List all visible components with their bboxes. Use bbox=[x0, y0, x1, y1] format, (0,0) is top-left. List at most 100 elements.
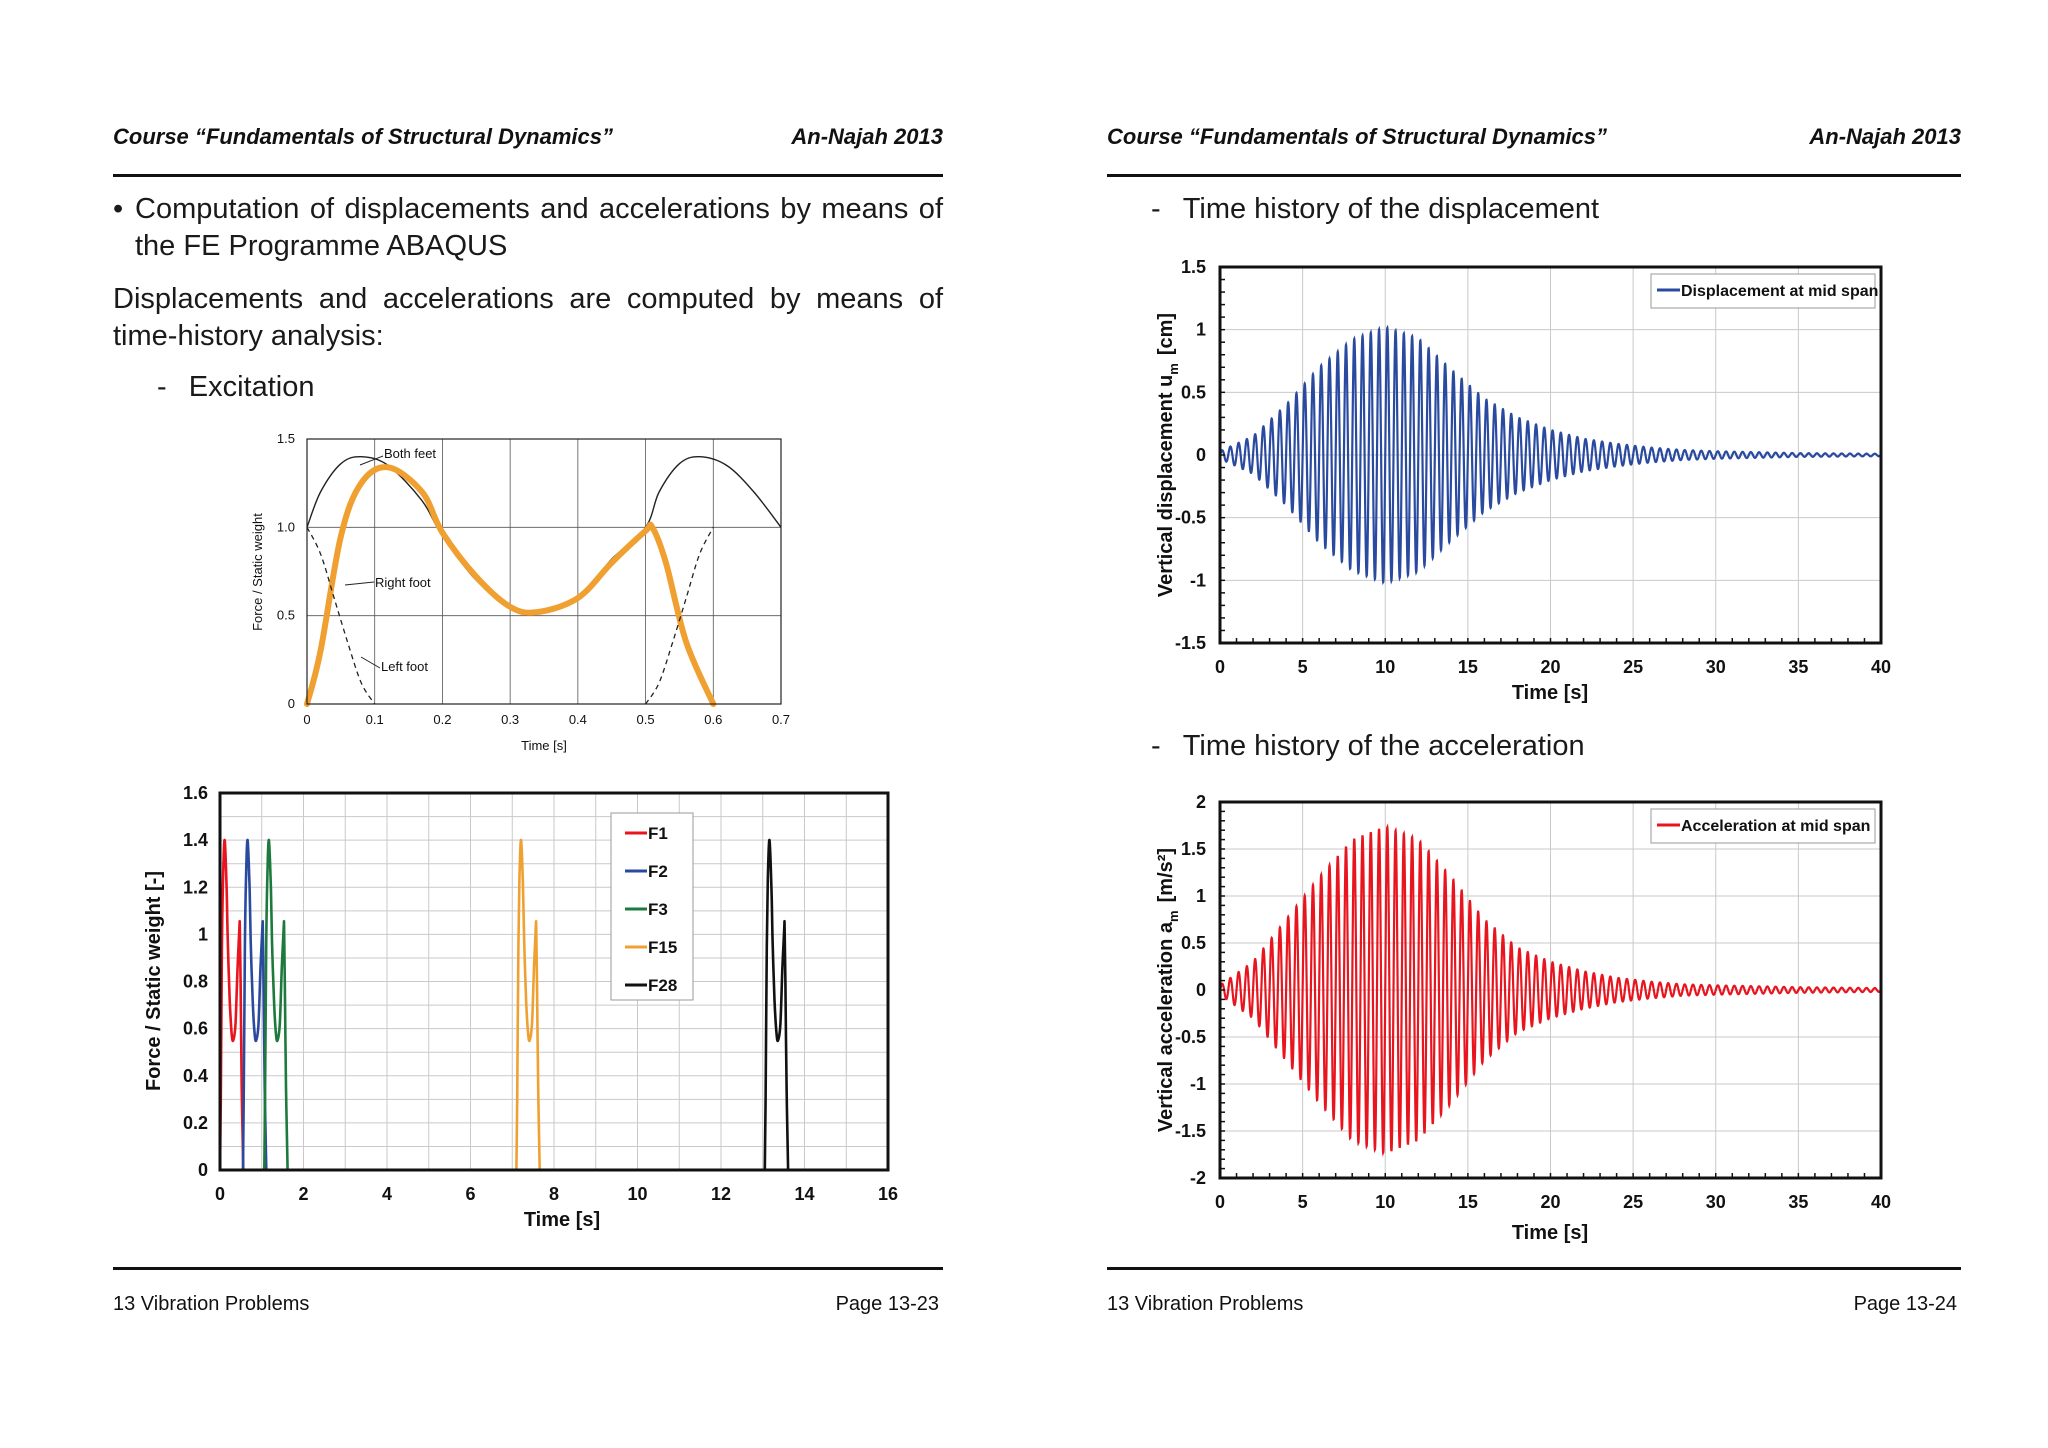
y-tick-label: 1.0 bbox=[277, 519, 295, 534]
dash-marker: - bbox=[157, 371, 167, 403]
legend-label-f1: F1 bbox=[648, 824, 668, 843]
footer-chapter: 13 Vibration Problems bbox=[1107, 1293, 1304, 1315]
y-tick-label: 2 bbox=[1196, 792, 1206, 812]
series-line-f15 bbox=[515, 838, 541, 1171]
x-axis-title: Time [s] bbox=[524, 1209, 600, 1231]
y-axis-title: Force / Static weight [-] bbox=[143, 871, 165, 1091]
y-tick-labels: -2 -1.5 -1 -0.5 0 0.5 1 1.5 2 bbox=[1175, 792, 1206, 1188]
x-axis-title: Time [s] bbox=[521, 738, 567, 753]
excitation-chart: 0 0.1 0.2 0.3 0.4 0.5 0.6 0.7 0 0.5 1.0 1.5 Time [… bbox=[250, 431, 790, 753]
x-tick-label: 15 bbox=[1458, 657, 1478, 677]
displacement-label: Time history of the displacement bbox=[1182, 193, 1600, 225]
x-tick-label: 0.2 bbox=[433, 712, 451, 727]
y-tick-label: 1.5 bbox=[1181, 839, 1206, 859]
annotation-right-foot-label: Right foot bbox=[375, 575, 431, 590]
annotation-both-feet: Both feet bbox=[359, 446, 436, 466]
x-tick-label: 0 bbox=[215, 1184, 225, 1204]
plot-frame bbox=[218, 791, 890, 1172]
displacement-chart: 0 5 10 15 20 25 30 35 40 -1.5 -1 -0.5 0 0.5 1 1.5 Time… bbox=[1155, 257, 1891, 704]
bullet-line-2: the FE Programme ABAQUS bbox=[135, 230, 508, 262]
y-tick-label: 0 bbox=[288, 696, 295, 711]
series-lines bbox=[218, 838, 790, 1171]
y-tick-label: 0.4 bbox=[183, 1066, 208, 1086]
x-tick-label: 0.5 bbox=[637, 712, 655, 727]
y-tick-label: 1 bbox=[198, 924, 208, 944]
grid-lines bbox=[306, 438, 782, 705]
acceleration-label: Time history of the acceleration bbox=[1182, 730, 1585, 762]
minor-ticks bbox=[1219, 801, 1882, 1179]
series-line-left-foot bbox=[306, 527, 376, 705]
x-tick-labels: 0 5 10 15 20 25 30 35 40 bbox=[1215, 657, 1891, 677]
y-tick-label: 0 bbox=[198, 1160, 208, 1180]
x-tick-label: 20 bbox=[1540, 657, 1560, 677]
y-tick-label: -1 bbox=[1190, 1074, 1206, 1094]
y-tick-label: 0 bbox=[1196, 445, 1206, 465]
legend: Displacement at mid span bbox=[1650, 273, 1878, 309]
excitation-label: Excitation bbox=[188, 371, 315, 403]
x-tick-label: 35 bbox=[1788, 1192, 1808, 1212]
x-tick-label: 25 bbox=[1623, 1192, 1643, 1212]
steps-chart: 0 2 4 6 8 10 12 14 16 0 0.2 0.4 0.6 0.8 1 1.2 1.4 1.6 Ti… bbox=[143, 783, 898, 1231]
x-tick-label: 0.7 bbox=[772, 712, 790, 727]
y-tick-label: -0.5 bbox=[1175, 508, 1206, 528]
y-axis-title: Force / Static weight bbox=[250, 513, 265, 631]
header-rule bbox=[113, 174, 943, 177]
y-tick-label: 1.2 bbox=[183, 877, 208, 897]
x-tick-label: 35 bbox=[1788, 657, 1808, 677]
left-page: Course “Fundamentals of Structural Dynam… bbox=[113, 124, 943, 1315]
series-lines bbox=[1218, 823, 1882, 1157]
x-tick-label: 15 bbox=[1458, 1192, 1478, 1212]
x-tick-label: 10 bbox=[1375, 1192, 1395, 1212]
excitation-item: - Excitation bbox=[157, 369, 314, 406]
y-axis-title-main: Vertical displacement u bbox=[1155, 375, 1177, 597]
y-tick-label: 0.8 bbox=[183, 972, 208, 992]
bullet-marker: • bbox=[113, 193, 124, 225]
y-tick-labels: -1.5 -1 -0.5 0 0.5 1 1.5 bbox=[1175, 257, 1206, 653]
y-tick-label: 0 bbox=[1196, 980, 1206, 1000]
bullet-item: • Computation of displacements and accel… bbox=[113, 191, 943, 265]
x-tick-label: 30 bbox=[1706, 657, 1726, 677]
y-tick-labels: 0 0.2 0.4 0.6 0.8 1 1.2 1.4 1.6 bbox=[183, 783, 208, 1180]
x-tick-label: 14 bbox=[794, 1184, 814, 1204]
y-tick-labels: 0 0.5 1.0 1.5 bbox=[277, 431, 295, 711]
series-lines bbox=[1218, 324, 1882, 586]
y-axis-title-subscript: m bbox=[1166, 363, 1181, 375]
x-tick-labels: 0 0.1 0.2 0.3 0.4 0.5 0.6 0.7 bbox=[303, 712, 790, 727]
legend-label-f2: F2 bbox=[648, 862, 668, 881]
y-tick-label: -1.5 bbox=[1175, 633, 1206, 653]
x-tick-label: 2 bbox=[298, 1184, 308, 1204]
y-tick-label: -0.5 bbox=[1175, 1027, 1206, 1047]
x-tick-label: 20 bbox=[1540, 1192, 1560, 1212]
y-tick-label: 0.5 bbox=[1181, 382, 1206, 402]
y-axis-title-subscript: m bbox=[1166, 910, 1181, 922]
x-axis-title: Time [s] bbox=[1512, 682, 1588, 704]
x-tick-label: 0.3 bbox=[501, 712, 519, 727]
paragraph-line-2: time-history analysis: bbox=[113, 320, 384, 352]
y-tick-label: 1 bbox=[1196, 886, 1206, 906]
x-tick-label: 5 bbox=[1298, 1192, 1308, 1212]
y-tick-label: -1 bbox=[1190, 570, 1206, 590]
series-line-acc bbox=[1218, 823, 1882, 1157]
y-tick-label: 1.4 bbox=[183, 830, 208, 850]
footer-rule bbox=[113, 1267, 943, 1270]
x-tick-labels: 0 2 4 6 8 10 12 14 16 bbox=[215, 1184, 898, 1204]
y-axis-title-unit: [cm] bbox=[1155, 313, 1177, 355]
header-rule bbox=[1107, 174, 1961, 177]
footer-page-number: Page 13-23 bbox=[835, 1293, 939, 1315]
legend: F1 F2 F3 F15 F28 bbox=[610, 812, 694, 1001]
x-tick-labels: 0 5 10 15 20 25 30 35 40 bbox=[1215, 1192, 1891, 1212]
legend-label-f3: F3 bbox=[648, 900, 668, 919]
displacement-item: - Time history of the displacement bbox=[1151, 191, 1599, 228]
series-line-right-foot bbox=[304, 464, 717, 707]
x-tick-label: 0 bbox=[1215, 1192, 1225, 1212]
y-tick-label: -1.5 bbox=[1175, 1121, 1206, 1141]
y-tick-label: 0.5 bbox=[277, 608, 295, 623]
y-tick-label: 0.5 bbox=[1181, 933, 1206, 953]
x-tick-label: 40 bbox=[1871, 657, 1891, 677]
header-course-title: Course “Fundamentals of Structural Dynam… bbox=[113, 124, 613, 149]
x-tick-label: 5 bbox=[1298, 657, 1308, 677]
legend-label: Acceleration at mid span bbox=[1681, 818, 1870, 835]
x-tick-label: 0.4 bbox=[569, 712, 587, 727]
header-course-title: Course “Fundamentals of Structural Dynam… bbox=[1107, 124, 1607, 149]
legend-box bbox=[1650, 808, 1876, 844]
